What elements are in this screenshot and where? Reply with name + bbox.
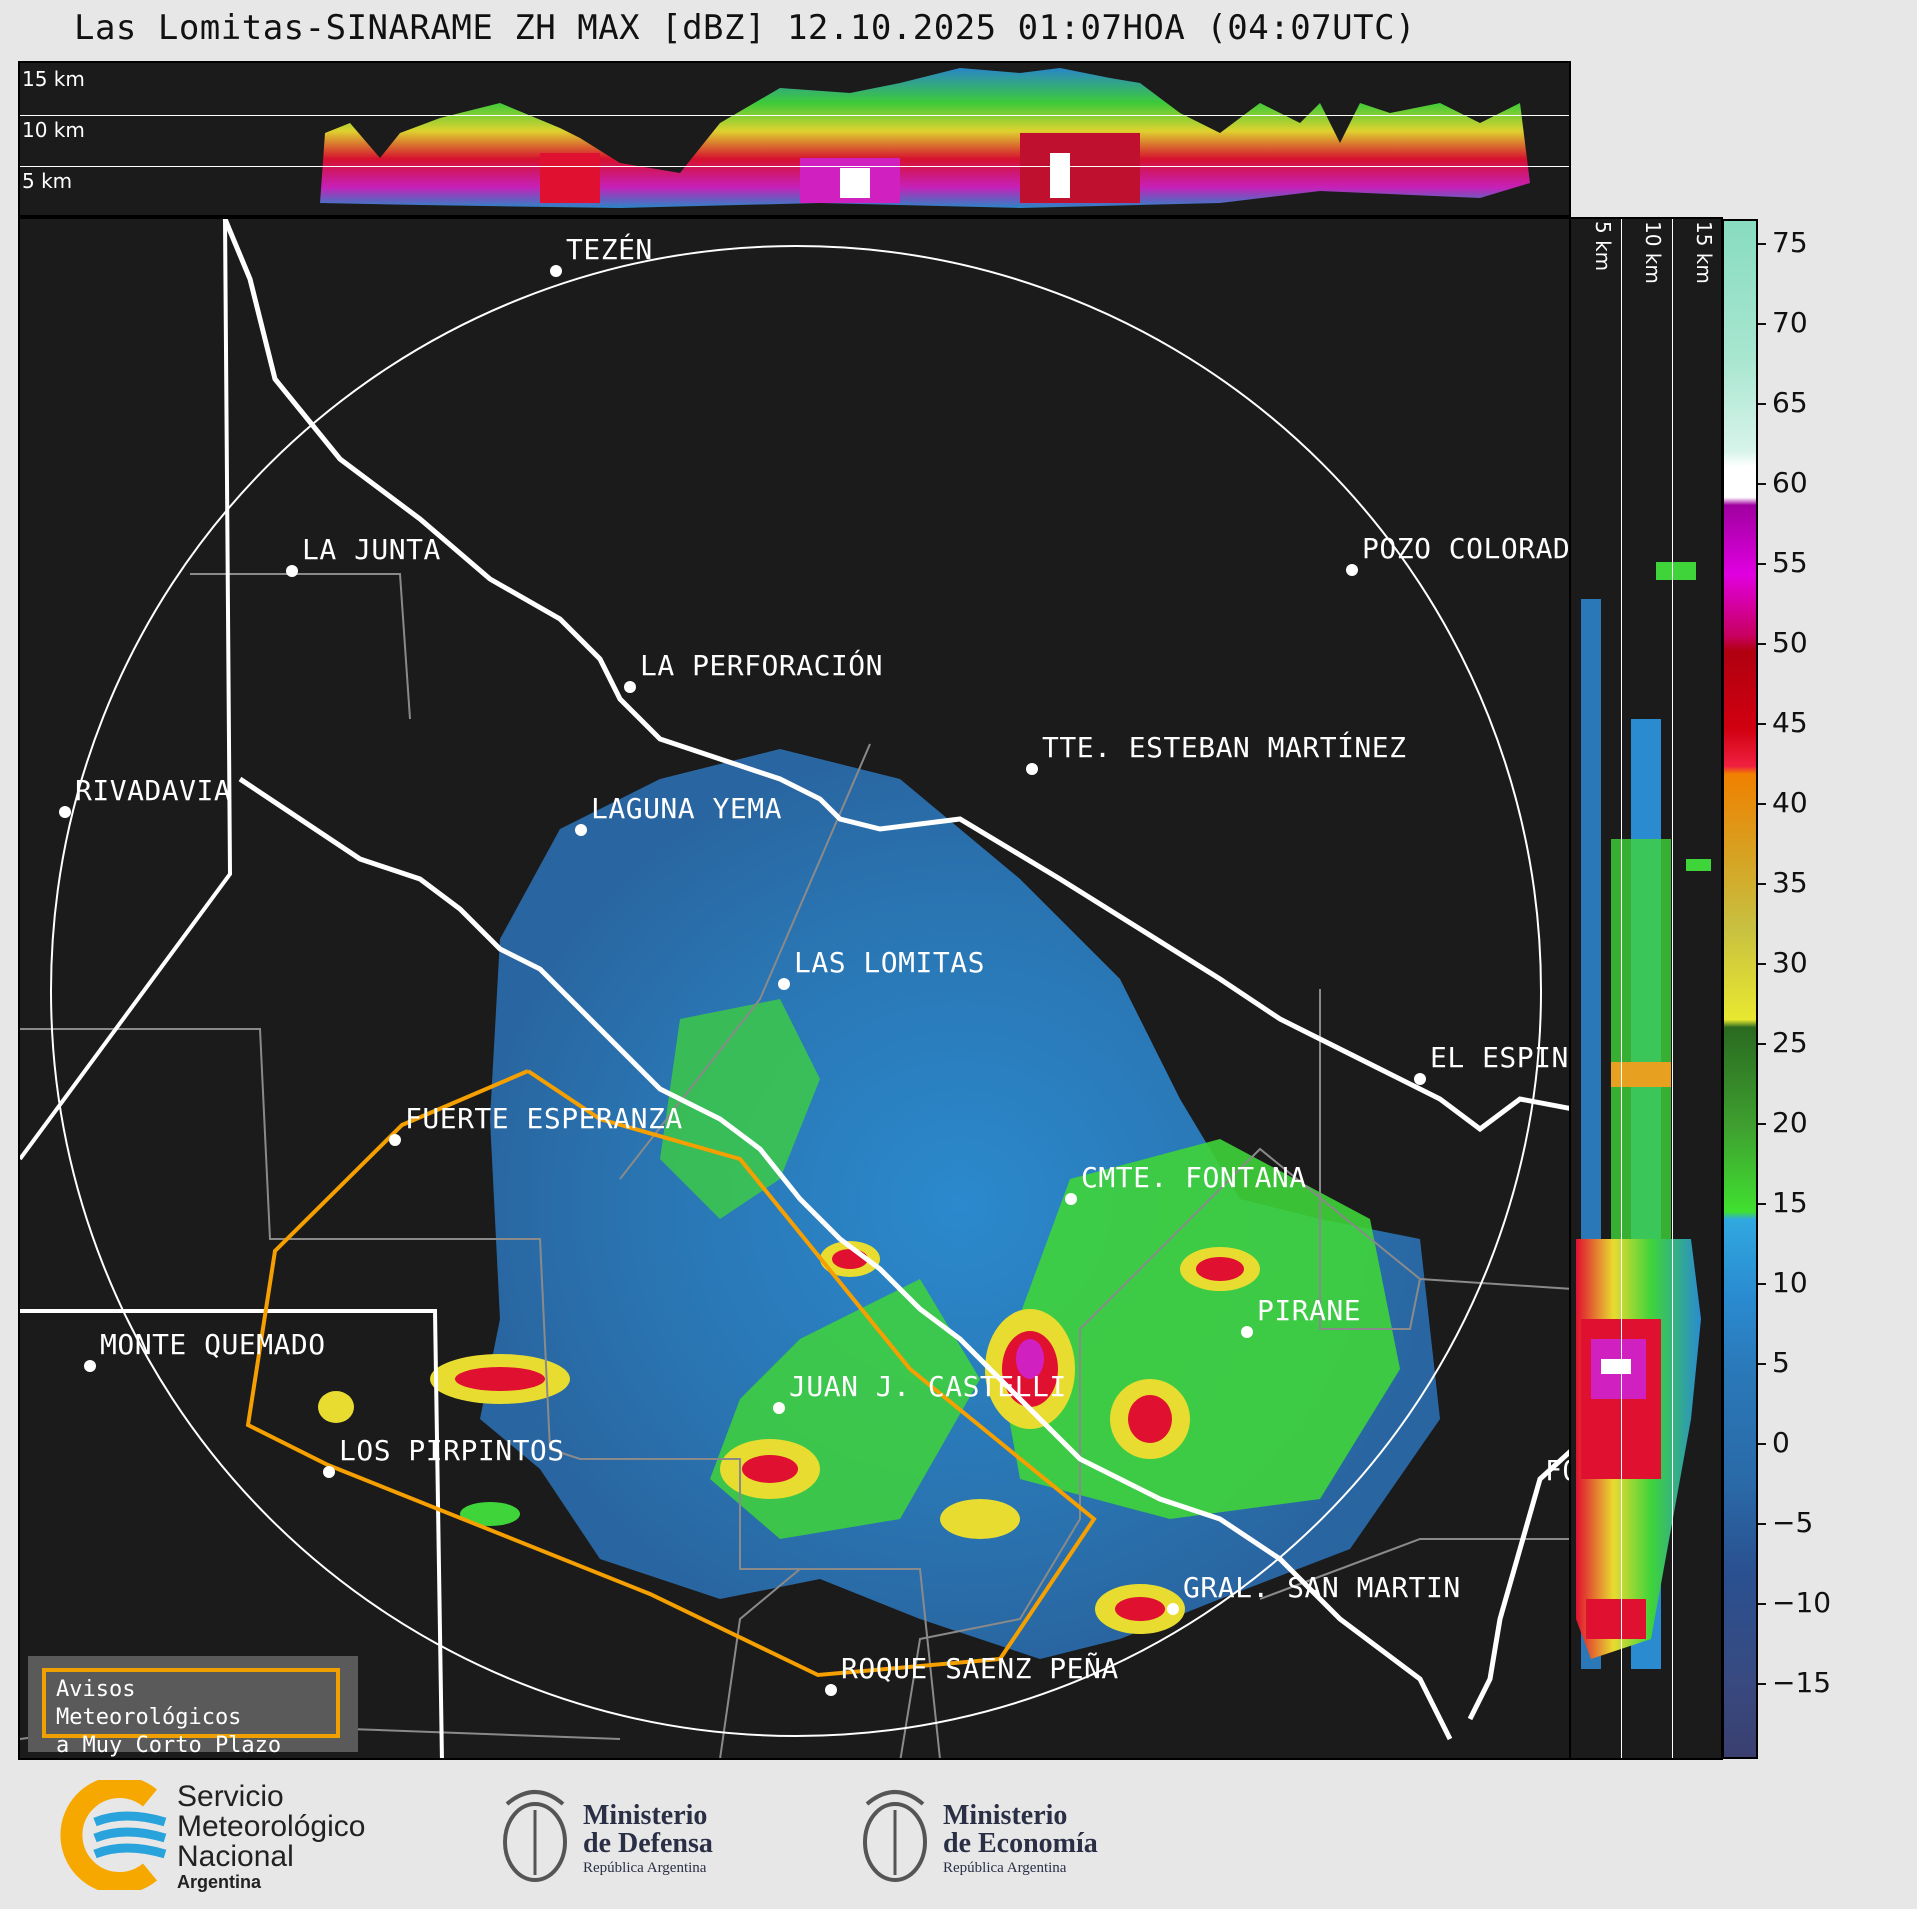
colorbar-tick: −10 [1757,1586,1831,1619]
radar-map-panel: TEZÉN LA JUNTA POZO COLORADO LA PERFORAC… [18,217,1571,1760]
city-label-gral-san-martin: GRAL. SAN MARTIN [1183,1571,1461,1604]
side-cross-section-panel: 5 km 10 km 15 km [1569,217,1723,1760]
city-markers [59,265,1426,1696]
city-label-la-perforacion: LA PERFORACIÓN [640,649,884,682]
smn-logo-line3: Nacional [177,1840,294,1873]
chart-title: Las Lomitas-SINARAME ZH MAX [dBZ] 12.10.… [73,8,1417,48]
side-cross-section-echo [1576,562,1711,1669]
colorbar-tick: 5 [1758,1346,1790,1379]
height-label-side-15km: 15 km [1692,221,1716,284]
height-label-side-10km: 10 km [1641,221,1665,284]
ministerio-economia-logo: Ministerio de Economía República Argenti… [855,1780,1135,1890]
colorbar-tick: 65 [1758,386,1808,419]
smn-logo: Servicio Meteorológico Nacional Argentin… [55,1780,395,1892]
city-label-monte-quemado: MONTE QUEMADO [100,1328,326,1361]
colorbar-tick: 0 [1758,1426,1790,1459]
height-label-15km: 15 km [22,67,85,91]
colorbar-tick: 35 [1758,866,1808,899]
colorbar-tick: 75 [1758,226,1808,259]
colorbar-tick: 10 [1758,1266,1808,1299]
city-label-pirane: PIRANE [1257,1294,1362,1327]
province-borders [20,219,444,1758]
warning-legend-line1: Avisos Meteorológicos [56,1677,242,1730]
smn-emblem-icon [60,1780,167,1890]
city-label-tte-esteban-martinez: TTE. ESTEBAN MARTÍNEZ [1042,731,1407,764]
city-label-tezen: TEZÉN [566,233,653,266]
green-echo-band-1 [660,999,820,1219]
smn-logo-line1: Servicio [177,1780,284,1813]
warning-legend-box: Avisos Meteorológicos a Muy Corto Plazo [28,1656,358,1758]
city-label-cmte-fontana: CMTE. FONTANA [1081,1161,1307,1194]
colorbar-tick: 55 [1758,546,1808,579]
city-label-fuerte-esperanza: FUERTE ESPERANZA [405,1102,683,1135]
city-label-la-junta: LA JUNTA [302,533,441,566]
city-label-el-espinillo: EL ESPINILLO [1430,1041,1569,1074]
river-borders [222,219,1569,1741]
city-label-juan-j-castelli: JUAN J. CASTELLI [789,1370,1067,1403]
colorbar-tick: 15 [1758,1186,1808,1219]
city-label-fo: FO [1545,1454,1569,1487]
colorbar-tick: 40 [1758,786,1808,819]
warning-polygon [245,1069,1097,1678]
colorbar-tick: 30 [1758,946,1808,979]
defensa-logo-line2: de Defensa [583,1828,713,1859]
warning-legend-line2: a Muy Corto Plazo [56,1733,282,1758]
colorbar-tick: 25 [1758,1026,1808,1059]
city-label-los-pirpintos: LOS PIRPINTOS [339,1434,565,1467]
height-label-5km: 5 km [22,169,73,193]
smn-logo-line4: Argentina [177,1872,262,1892]
economia-logo-line2: de Economía [943,1828,1098,1859]
colorbar-tick: −5 [1757,1506,1813,1539]
city-label-rivadavia: RIVADAVIA [75,774,232,807]
colorbar-tick: 70 [1758,306,1808,339]
ministerio-defensa-logo: Ministerio de Defensa República Argentin… [495,1780,775,1890]
economia-logo-line1: Ministerio [943,1800,1068,1831]
green-echo-band-2 [1000,1139,1400,1519]
colorbar-tick: 20 [1758,1106,1808,1139]
smn-logo-line2: Meteorológico [177,1810,366,1843]
colorbar-tick: −15 [1757,1666,1831,1699]
radar-map [20,219,1569,1758]
range-ring [50,245,1542,1737]
defensa-logo-line3: República Argentina [583,1860,707,1876]
city-label-las-lomitas: LAS LOMITAS [794,946,985,979]
city-label-laguna-yema: LAGUNA YEMA [591,792,782,825]
colorbar [1722,219,1758,1759]
city-label-pozo-colorado: POZO COLORADO [1362,532,1570,565]
colorbar-tick: 50 [1758,626,1808,659]
height-label-10km: 10 km [22,118,85,142]
colorbar-tick: 60 [1758,466,1808,499]
coat-of-arms-icon [503,1790,567,1882]
economia-logo-line3: República Argentina [943,1860,1067,1876]
height-label-side-5km: 5 km [1591,221,1615,272]
top-cross-section-panel: 15 km 10 km 5 km [18,61,1571,217]
city-label-roque-saenz-pena: ROQUE SAENZ PEÑA [841,1652,1119,1685]
defensa-logo-line1: Ministerio [583,1800,708,1831]
colorbar-tick: 45 [1758,706,1808,739]
top-cross-section-echo [320,68,1530,208]
coat-of-arms-icon [863,1790,927,1882]
